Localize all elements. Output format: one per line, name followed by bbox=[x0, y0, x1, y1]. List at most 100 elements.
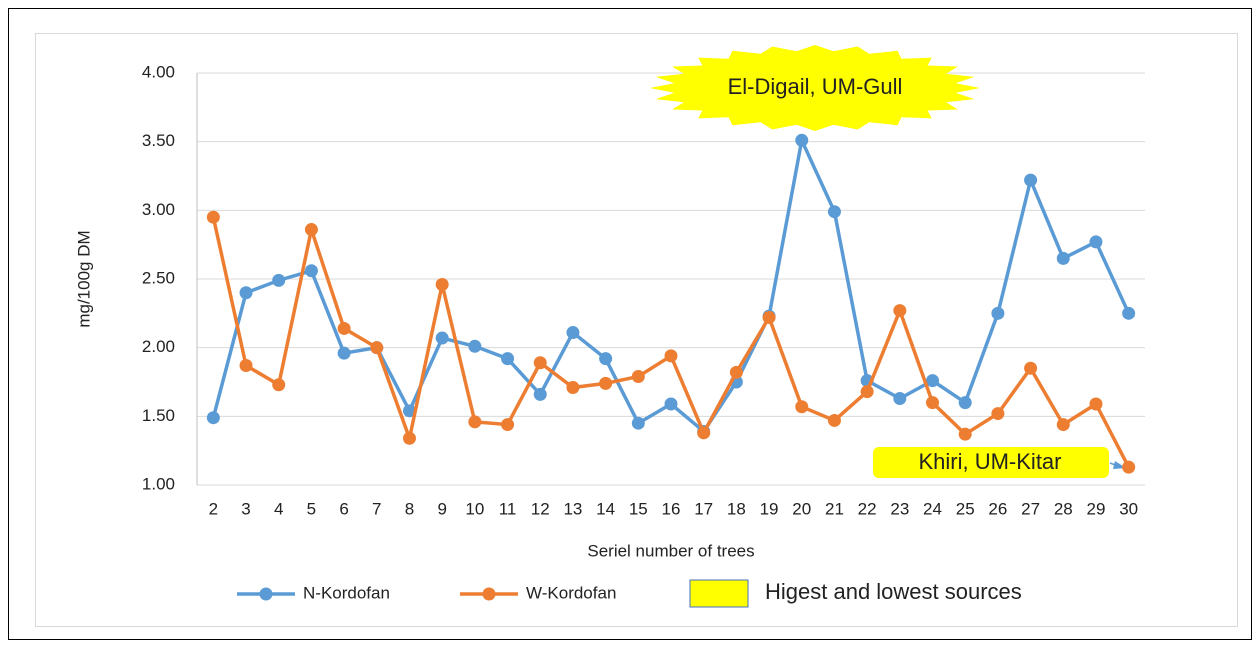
marker bbox=[860, 385, 874, 399]
marker bbox=[762, 310, 776, 324]
legend-swatch bbox=[689, 579, 749, 608]
marker bbox=[206, 411, 220, 425]
marker bbox=[1056, 418, 1070, 432]
marker bbox=[239, 286, 253, 300]
marker bbox=[991, 306, 1005, 320]
x-tick-label: 10 bbox=[465, 499, 484, 518]
marker bbox=[893, 304, 907, 318]
marker bbox=[206, 210, 220, 224]
x-tick-label: 22 bbox=[858, 499, 877, 518]
x-tick-label: 17 bbox=[694, 499, 713, 518]
annotation: Khiri, UM-Kitar bbox=[918, 449, 1061, 474]
legend-label: W-Kordofan bbox=[526, 583, 616, 602]
y-tick-label: 2.00 bbox=[142, 337, 175, 356]
x-tick-label: 29 bbox=[1087, 499, 1106, 518]
marker bbox=[239, 359, 253, 373]
y-tick-label: 2.50 bbox=[142, 268, 175, 287]
annotation: El-Digail, UM-Gull bbox=[728, 74, 903, 99]
x-tick-label: 30 bbox=[1119, 499, 1138, 518]
x-tick-label: 21 bbox=[825, 499, 844, 518]
x-tick-label: 7 bbox=[372, 499, 381, 518]
chart-frame bbox=[35, 33, 1238, 627]
x-tick-label: 27 bbox=[1021, 499, 1040, 518]
marker bbox=[664, 349, 678, 363]
marker bbox=[304, 264, 318, 278]
series-line bbox=[211, 216, 1131, 468]
marker bbox=[1024, 173, 1038, 187]
marker bbox=[631, 370, 645, 384]
marker bbox=[893, 391, 907, 405]
marker bbox=[664, 397, 678, 411]
marker bbox=[926, 396, 940, 410]
x-tick-label: 23 bbox=[890, 499, 909, 518]
legend-label: Higest and lowest sources bbox=[765, 579, 1022, 604]
marker bbox=[1122, 460, 1136, 474]
legend-label: N-Kordofan bbox=[303, 583, 390, 602]
x-tick-label: 6 bbox=[339, 499, 348, 518]
x-tick-label: 28 bbox=[1054, 499, 1073, 518]
marker bbox=[337, 346, 351, 360]
marker bbox=[1089, 235, 1103, 249]
marker bbox=[435, 331, 449, 345]
marker bbox=[958, 427, 972, 441]
x-tick-label: 18 bbox=[727, 499, 746, 518]
starburst bbox=[650, 45, 980, 131]
y-axis-label: mg/100g DM bbox=[74, 230, 93, 327]
x-tick-label: 3 bbox=[241, 499, 250, 518]
marker bbox=[533, 387, 547, 401]
marker bbox=[599, 376, 613, 390]
x-tick-label: 8 bbox=[405, 499, 414, 518]
y-tick-label: 3.00 bbox=[142, 200, 175, 219]
marker bbox=[304, 223, 318, 237]
x-tick-label: 19 bbox=[760, 499, 779, 518]
marker bbox=[337, 321, 351, 335]
marker bbox=[272, 273, 286, 287]
marker bbox=[501, 352, 515, 366]
marker bbox=[566, 326, 580, 340]
marker bbox=[1024, 361, 1038, 375]
x-tick-label: 13 bbox=[563, 499, 582, 518]
x-axis-label: Seriel number of trees bbox=[587, 541, 754, 560]
marker bbox=[729, 365, 743, 379]
x-tick-label: 15 bbox=[629, 499, 648, 518]
marker bbox=[958, 396, 972, 410]
y-tick-label: 4.00 bbox=[142, 62, 175, 81]
marker bbox=[827, 205, 841, 219]
marker bbox=[795, 400, 809, 414]
marker bbox=[468, 339, 482, 353]
x-tick-label: 26 bbox=[988, 499, 1007, 518]
x-tick-label: 2 bbox=[209, 499, 218, 518]
x-tick-label: 4 bbox=[274, 499, 283, 518]
x-tick-label: 24 bbox=[923, 499, 942, 518]
marker bbox=[402, 431, 416, 445]
annotation-box bbox=[873, 447, 1109, 478]
marker bbox=[272, 378, 286, 392]
marker bbox=[566, 380, 580, 394]
x-tick-label: 20 bbox=[792, 499, 811, 518]
outer-frame bbox=[8, 8, 1252, 640]
marker bbox=[1089, 397, 1103, 411]
legend-marker bbox=[482, 587, 496, 601]
marker bbox=[991, 407, 1005, 421]
x-tick-label: 5 bbox=[307, 499, 316, 518]
marker bbox=[435, 277, 449, 291]
x-tick-label: 16 bbox=[662, 499, 681, 518]
marker bbox=[795, 133, 809, 147]
marker bbox=[1122, 306, 1136, 320]
marker bbox=[926, 374, 940, 388]
marker bbox=[697, 426, 711, 440]
y-tick-label: 3.50 bbox=[142, 131, 175, 150]
x-tick-label: 9 bbox=[437, 499, 446, 518]
series-line bbox=[211, 134, 1131, 435]
marker bbox=[370, 341, 384, 355]
y-tick-label: 1.50 bbox=[142, 406, 175, 425]
x-tick-label: 25 bbox=[956, 499, 975, 518]
legend-marker bbox=[259, 587, 273, 601]
marker bbox=[533, 356, 547, 370]
marker bbox=[599, 352, 613, 366]
marker bbox=[631, 416, 645, 430]
marker bbox=[827, 413, 841, 427]
y-tick-label: 1.00 bbox=[142, 474, 175, 493]
marker bbox=[402, 404, 416, 418]
